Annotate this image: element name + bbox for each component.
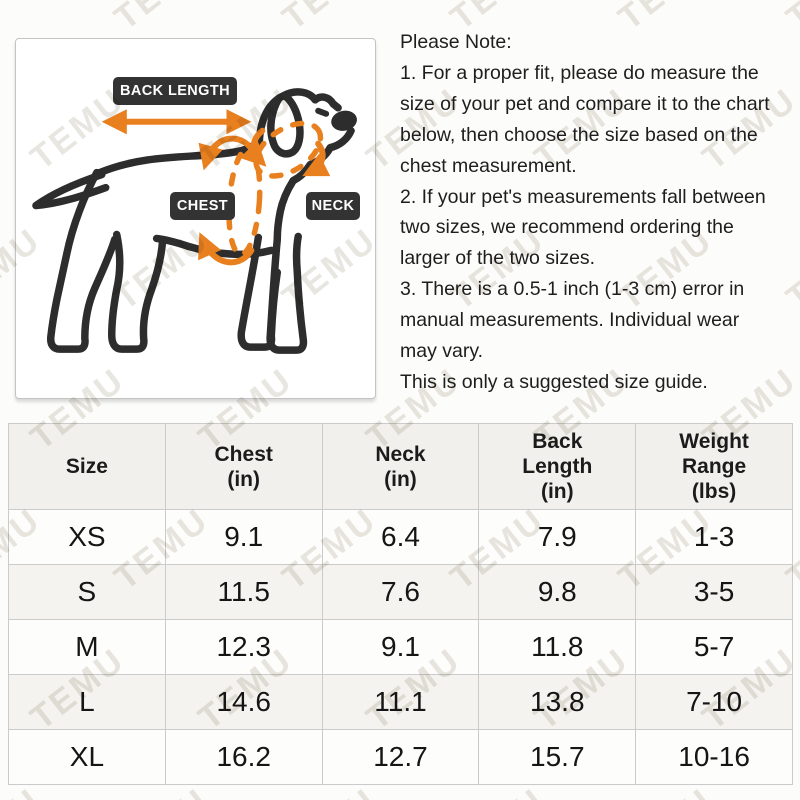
table-cell: 11.1 — [321, 674, 480, 730]
neck-girth-ellipse — [253, 120, 324, 179]
column-header: Size — [8, 423, 166, 510]
note-line: Please Note: — [400, 31, 512, 53]
dog-head — [255, 88, 342, 146]
note-line: two sizes, we recommend ordering the — [400, 216, 734, 239]
back-length-label: BACK LENGTH — [113, 77, 237, 105]
note-line: This is only a suggested size guide. — [400, 370, 708, 393]
dog-ear — [267, 93, 304, 158]
dog-front-leg-near — [237, 233, 282, 351]
table-row: L 14.6 11.1 13.8 7-10 — [8, 674, 793, 730]
column-header: Neck (in) — [321, 423, 480, 510]
dog-hind-leg-near — [46, 168, 119, 353]
table-cell: 12.3 — [164, 619, 323, 675]
note-line: may vary. — [400, 340, 484, 363]
table-cell: 11.8 — [478, 619, 637, 675]
table-cell: XS — [8, 509, 166, 565]
table-cell: M — [8, 619, 166, 675]
note-line: 2. If your pet's measurements fall betwe… — [400, 185, 766, 208]
column-header: Back Length (in) — [478, 423, 637, 510]
table-cell: 10-16 — [635, 729, 793, 785]
table-cell: 3-5 — [635, 564, 793, 620]
dog-hind-leg-far — [107, 230, 167, 353]
neck-girth-arrow-left — [239, 127, 267, 167]
note-line: size of your pet and compare it to the c… — [400, 92, 770, 115]
temu-watermark: TEMU — [107, 0, 216, 38]
table-row: M 12.3 9.1 11.8 5-7 — [8, 619, 793, 675]
table-cell: 14.6 — [164, 674, 323, 730]
table-cell: 13.8 — [478, 674, 637, 730]
size-chart-table: Size Chest (in) Neck (in) Back Length (in) W… — [8, 423, 793, 785]
note-line: larger of the two sizes. — [400, 247, 596, 270]
chest-girth-arrow-bottom — [198, 232, 255, 266]
column-header: Weight Range (lbs) — [635, 423, 793, 510]
table-cell: 12.7 — [321, 729, 480, 785]
dog-throat-chest — [273, 176, 297, 244]
temu-watermark: TEMU — [275, 0, 384, 38]
table-cell: 7-10 — [635, 674, 793, 730]
dog-illustration — [32, 88, 357, 354]
dog-measurement-diagram: BACK LENGTH CHEST NECK — [15, 38, 376, 399]
temu-watermark: TEMU — [0, 0, 49, 38]
neck-label: NECK — [306, 192, 360, 220]
size-chart-body: XS 9.1 6.4 7.9 1-3 S 11.5 7.6 9.8 3-5 M 12.3 9.1 11.8… — [8, 509, 793, 785]
header-row: Size Chest (in) Neck (in) Back Length (in) W… — [8, 423, 793, 510]
note-line: manual measurements. Individual wear — [400, 309, 740, 332]
table-cell: XL — [8, 729, 166, 785]
table-cell: 15.7 — [478, 729, 637, 785]
table-cell: 1-3 — [635, 509, 793, 565]
table-cell: 9.1 — [321, 619, 480, 675]
table-row: XL 16.2 12.7 15.7 10-16 — [8, 729, 793, 785]
dog-nose — [331, 110, 357, 131]
table-cell: 9.8 — [478, 564, 637, 620]
table-cell: 11.5 — [164, 564, 323, 620]
note-line: chest measurement. — [400, 154, 577, 177]
table-cell: 7.9 — [478, 509, 637, 565]
table-row: XS 9.1 6.4 7.9 1-3 — [8, 509, 793, 565]
chest-label: CHEST — [170, 192, 235, 220]
table-cell: 9.1 — [164, 509, 323, 565]
dog-back — [96, 137, 264, 177]
neck-girth-arrow-right — [302, 140, 331, 177]
note-line: 1. For a proper fit, please do measure t… — [400, 61, 759, 84]
size-chart-header: Size Chest (in) Neck (in) Back Length (in) W… — [8, 423, 793, 510]
table-cell: L — [8, 674, 166, 730]
column-header: Chest (in) — [164, 423, 323, 510]
table-cell: 6.4 — [321, 509, 480, 565]
table-cell: 5-7 — [635, 619, 793, 675]
note-line: below, then choose the size based on the — [400, 123, 758, 146]
table-row: S 11.5 7.6 9.8 3-5 — [8, 564, 793, 620]
table-cell: 7.6 — [321, 564, 480, 620]
table-cell: 16.2 — [164, 729, 323, 785]
note-text: Please Note: 1. For a proper fit, please … — [400, 27, 800, 398]
note-line: 3. There is a 0.5-1 inch (1-3 cm) error … — [400, 278, 745, 301]
dog-line-art — [32, 88, 357, 354]
dog-eye-dash — [315, 107, 330, 117]
table-cell: S — [8, 564, 166, 620]
